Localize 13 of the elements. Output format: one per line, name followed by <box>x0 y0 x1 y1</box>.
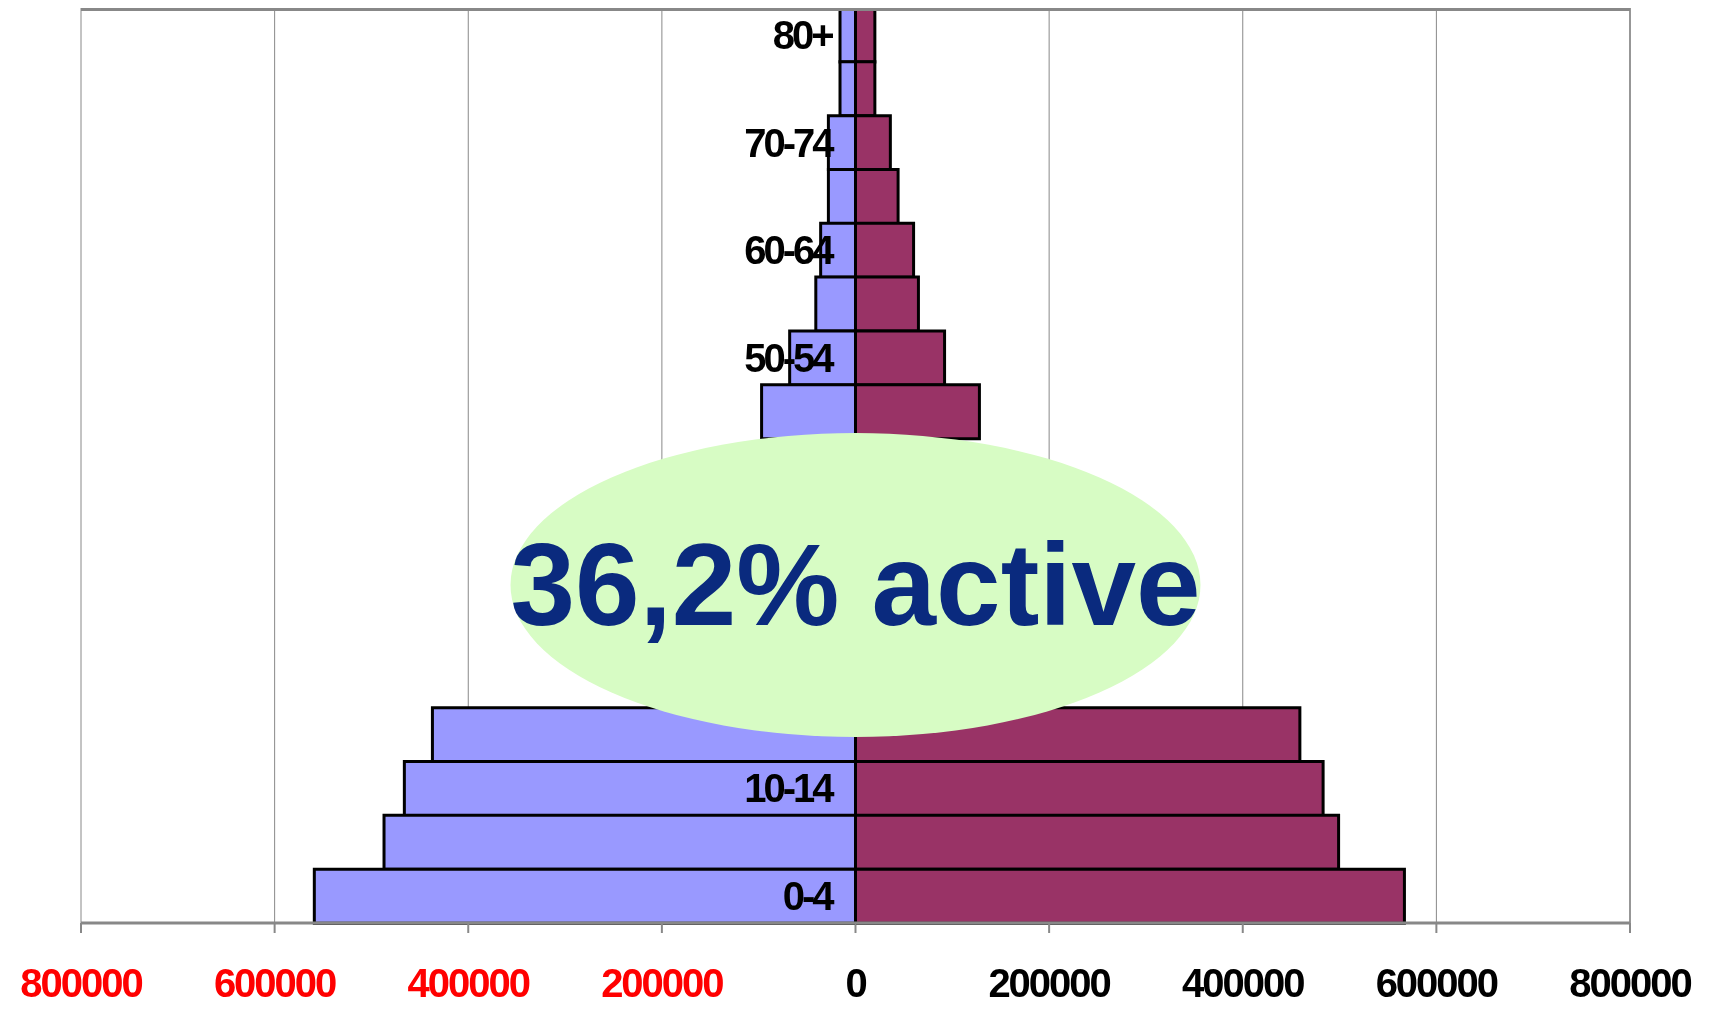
x-tick-label: 600000 <box>1375 961 1498 1005</box>
y-tick-label: 80+ <box>772 12 834 57</box>
y-tick-label: 10-14 <box>744 766 836 811</box>
x-tick-label: 800000 <box>1569 961 1692 1005</box>
y-tick-label: 0-4 <box>782 874 836 919</box>
x-tick-label: 400000 <box>407 961 530 1005</box>
x-tick-label: 200000 <box>601 961 724 1005</box>
x-tick-label: 800000 <box>20 961 143 1005</box>
x-tick-label: 400000 <box>1182 961 1305 1005</box>
x-tick-label: 0 <box>845 961 867 1005</box>
x-tick-label: 600000 <box>213 961 337 1005</box>
annotation: 36,2% active <box>510 520 1201 650</box>
x-tick-label: 200000 <box>988 961 1111 1005</box>
